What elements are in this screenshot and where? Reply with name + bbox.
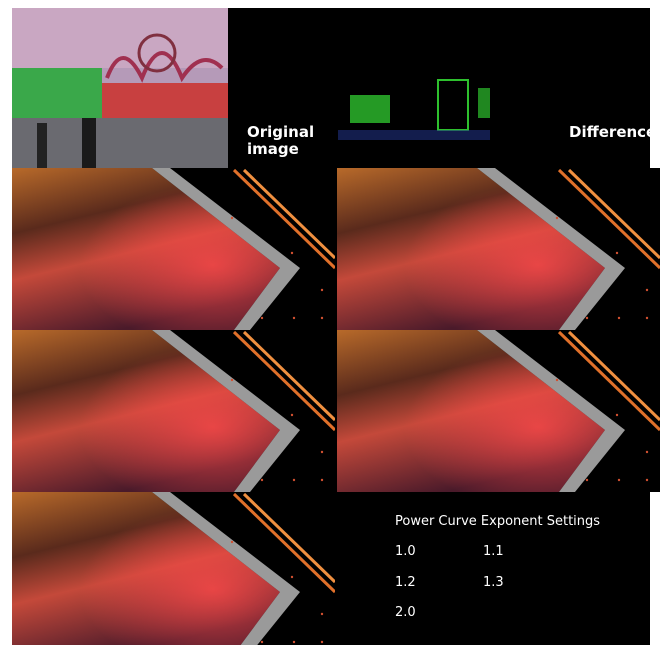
- render-panel: [337, 168, 660, 330]
- difference-label: Difference: [569, 123, 657, 141]
- setting-value: 1.1: [483, 544, 504, 559]
- original-photo: [12, 8, 228, 168]
- render-panel: [12, 168, 335, 330]
- setting-value: 2.0: [395, 605, 416, 620]
- render-panel: [12, 492, 335, 645]
- setting-value: 1.0: [395, 544, 416, 559]
- render-panel: [337, 330, 660, 492]
- original-label: Original image: [247, 123, 315, 158]
- setting-value: 1.2: [395, 575, 416, 590]
- settings-title: Power Curve Exponent Settings: [395, 514, 601, 529]
- difference-image: [338, 40, 490, 165]
- render-panel: [12, 330, 335, 492]
- setting-value: 1.3: [483, 575, 504, 590]
